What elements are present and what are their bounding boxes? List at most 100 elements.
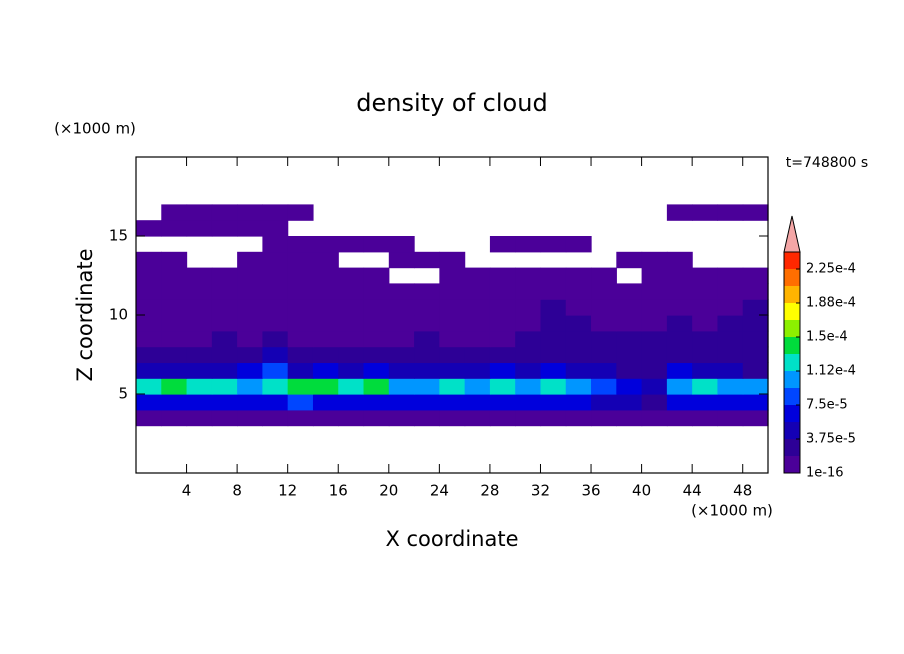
contour-cell [616,251,643,269]
contour-cell [641,330,668,348]
contour-cell [237,204,263,221]
contour-cell [237,330,263,348]
contour-cell [363,394,390,411]
contour-cell [717,283,744,300]
contour-cell [742,204,769,221]
contour-cell [211,378,238,395]
y-tick-label: 5 [118,385,128,403]
contour-cell [388,236,415,253]
contour-cell [565,394,592,411]
contour-cell [312,315,339,332]
contour-cell [363,283,390,300]
contour-cell [515,299,542,316]
contour-cell [262,346,289,363]
contour-cell [666,283,693,300]
contour-cell [515,394,542,411]
contour-cell [312,283,339,300]
contour-cell [211,267,238,284]
colorbar-label: 1e-16 [806,466,844,481]
contour-cell [489,299,516,316]
contour-cell [591,362,617,379]
contour-cell [338,299,365,316]
contour-cell [742,315,769,332]
x-tick-label: 32 [531,482,550,500]
contour-cell [414,299,440,316]
contour-cell [136,283,162,300]
contour-cell [464,362,491,379]
contour-cell [489,394,516,411]
x-tick-label: 44 [683,482,702,500]
contour-cell [717,204,744,221]
contour-cell [692,378,719,395]
contour-cell [186,283,213,300]
contour-cell [136,220,162,237]
contour-cell [489,409,516,427]
contour-cell [692,283,719,300]
colorbar-band [784,388,800,405]
contour-cell [161,394,188,411]
contour-cell [439,378,466,395]
contour-cell [388,251,415,269]
contour-cell [641,299,668,316]
contour-cell [388,362,415,379]
contour-cell [464,267,491,284]
contour-cell [287,299,314,316]
contour-cell [540,236,567,253]
contour-cell [641,315,668,332]
contour-cell [515,362,542,379]
colorbar-label: 1.12e-4 [806,364,856,379]
contour-cell [692,267,719,284]
contour-cell [439,330,466,348]
contour-cell [338,409,365,427]
contour-cell [540,315,567,332]
contour-cell [591,378,617,395]
contour-cell [237,378,263,395]
contour-cell [262,378,289,395]
contour-cell [211,362,238,379]
contour-cell [136,362,162,379]
contour-cell [363,378,390,395]
contour-cell [742,299,769,316]
contour-cell [237,267,263,284]
contour-cell [186,299,213,316]
contour-cell [287,236,314,253]
contour-cell [136,299,162,316]
contour-cell [439,299,466,316]
contour-cell [161,409,188,427]
contour-cell [692,409,719,427]
colorbar-label: 3.75e-5 [806,432,856,447]
contour-cell [616,330,643,348]
contour-cell [312,378,339,395]
y-tick-label: 10 [109,306,128,324]
contour-cell [591,299,617,316]
contour-cell [312,236,339,253]
contour-cell [540,299,567,316]
y-tick-label: 15 [109,227,128,245]
contour-cell [591,394,617,411]
x-tick-label: 12 [278,482,297,500]
contour-cell [692,204,719,221]
contour-cell [262,220,289,237]
contour-cell [591,346,617,363]
contour-cell [211,330,238,348]
contour-cell [742,283,769,300]
contour-cell [515,378,542,395]
contour-cell [388,330,415,348]
contour-cell [237,409,263,427]
contour-cell [262,267,289,284]
x-tick-label: 24 [430,482,449,500]
contour-cell [489,378,516,395]
contour-cell [287,267,314,284]
contour-cell [237,362,263,379]
contour-cell [742,330,769,348]
contour-cell [287,315,314,332]
contour-cell [641,283,668,300]
contour-cell [692,362,719,379]
contour-cell [666,409,693,427]
contour-cell [262,362,289,379]
contour-cell [641,251,668,269]
contour-cell [186,394,213,411]
contour-cell [439,346,466,363]
contour-cell [287,346,314,363]
contour-cell [338,330,365,348]
